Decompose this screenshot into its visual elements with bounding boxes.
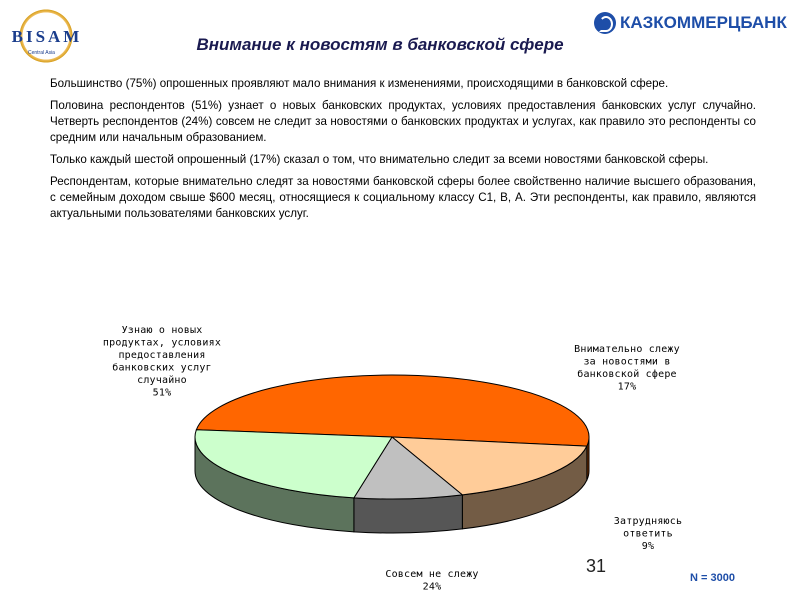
pie-label-line-1-1: за новостями в <box>583 357 670 368</box>
bisam-logo-ring <box>16 6 76 66</box>
sample-size: N = 3000 <box>690 572 735 584</box>
page-number: 31 <box>586 556 607 576</box>
pie-label-line-2-0: Затрудняюсь <box>614 516 682 527</box>
bank-emblem-icon <box>594 12 616 34</box>
paragraph-2: Половина респондентов (51%) узнает о нов… <box>50 99 756 144</box>
pie-label-line-3-0: Совсем не слежу <box>385 569 478 580</box>
bisam-logo-text: BISAM <box>11 27 83 46</box>
pie-label-1: Внимательно слежу за новостями в банковско… <box>574 344 680 393</box>
bisam-logo-subtext: Central Asia <box>28 50 55 56</box>
pie-slices <box>194 374 590 534</box>
page-title: Внимание к новостям в банковской сфере <box>196 35 564 54</box>
pie-label-line-1-0: Внимательно слежу <box>574 344 680 355</box>
pie-labels: Узнаю о новых продуктах, условиях предоста… <box>103 325 682 593</box>
paragraph-4: Респондентам, которые внимательно следят… <box>50 175 756 220</box>
pie-label-line-1-2: банковской сфере <box>577 368 677 380</box>
pie-slice-3 <box>194 429 393 499</box>
pie-label-line-0-4: случайно <box>137 374 187 386</box>
pie-slice-0 <box>195 374 590 447</box>
pie-label-line-0-1: продуктах, условиях <box>103 338 221 349</box>
pie-label-line-0-0: Узнаю о новых <box>122 325 203 336</box>
pie-label-0: Узнаю о новых продуктах, условиях предоста… <box>103 325 221 399</box>
pie-label-2: Затрудняюсь ответить 9% <box>614 516 682 552</box>
paragraph-1: Большинство (75%) опрошенных проявляют м… <box>50 77 669 90</box>
summary-text: Большинство (75%) опрошенных проявляют м… <box>50 76 756 228</box>
pie-slice-1 <box>390 436 588 496</box>
kazkommertsbank-logo: КАЗКОММЕРЦБАНК <box>594 10 787 36</box>
pie-label-line-0-2: предоставления <box>118 350 205 361</box>
pie-side-2-0 <box>353 494 463 534</box>
bisam-logo: BISAM Central Asia <box>6 6 88 68</box>
pie-value-label-0: 51% <box>153 388 172 399</box>
pie-label-3: Совсем не слежу 24% <box>385 569 478 593</box>
pie-label-line-0-3: банковских услуг <box>112 362 212 374</box>
pie-slice-2 <box>353 436 464 500</box>
pie-value-label-3: 24% <box>423 582 442 593</box>
bank-logo-text: КАЗКОММЕРЦБАНК <box>620 13 787 32</box>
pie-value-label-2: 9% <box>642 541 654 552</box>
paragraph-3: Только каждый шестой опрошенный (17%) ск… <box>50 153 709 166</box>
pie-value-label-1: 17% <box>618 382 637 393</box>
pie-label-line-2-1: ответить <box>623 529 673 540</box>
